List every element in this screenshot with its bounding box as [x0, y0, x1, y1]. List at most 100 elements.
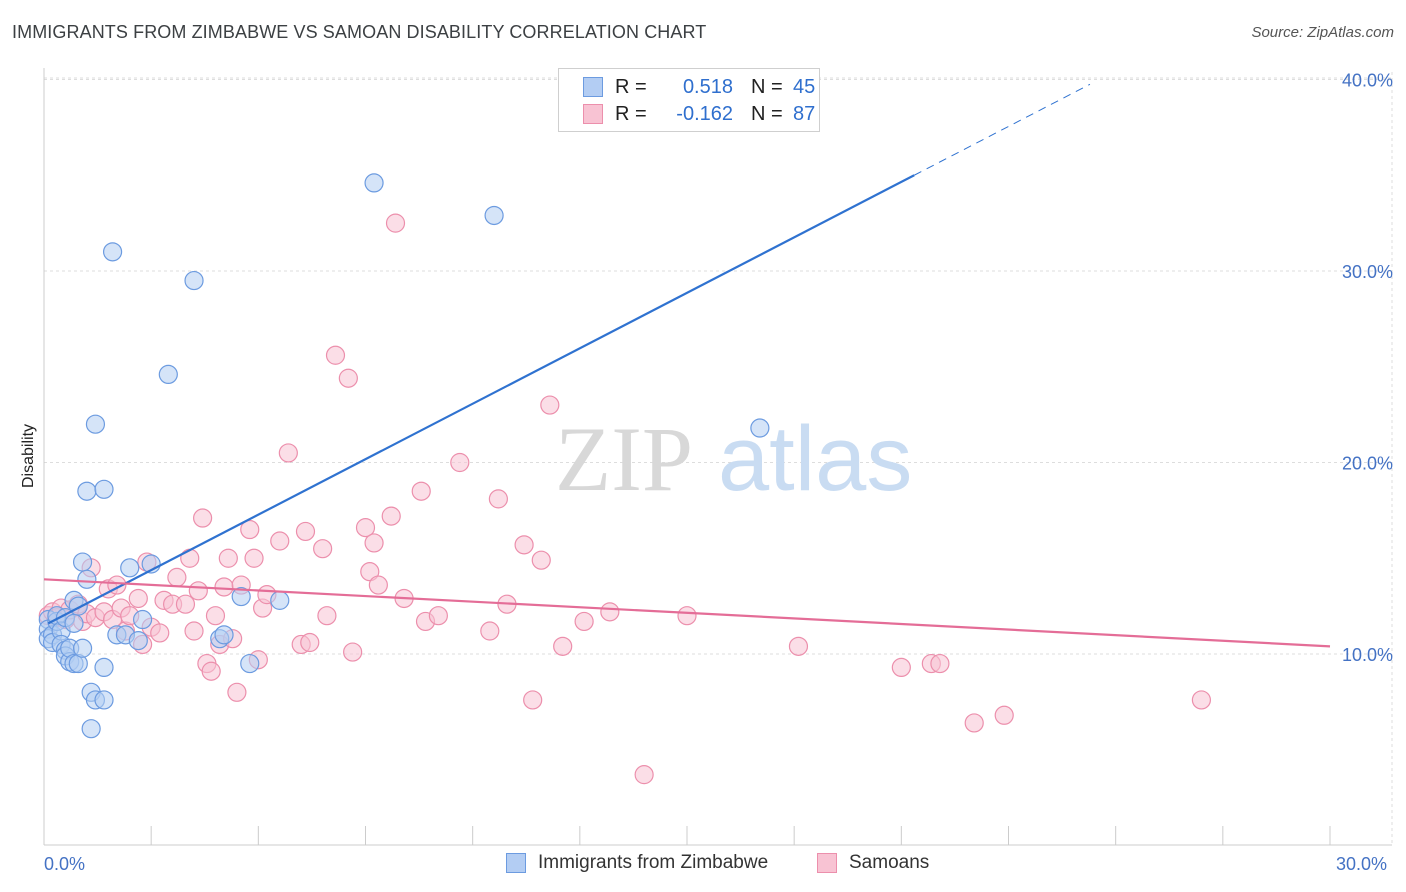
legend-r-label: R = [615, 102, 647, 125]
legend-r-label: R = [615, 75, 647, 98]
samoan-point [201, 661, 221, 681]
x-tick-max: 30.0% [1336, 854, 1387, 874]
zimbabwe-point [68, 596, 88, 616]
legend-n-label: N = [751, 75, 783, 98]
zimbabwe-point [364, 173, 384, 193]
zimbabwe-point [231, 586, 251, 607]
zimbabwe-point [94, 657, 114, 678]
y-tick-label: 10.0% [1342, 645, 1393, 665]
bottom-legend-zimbabwe: Immigrants from Zimbabwe [506, 852, 768, 874]
samoan-point [338, 368, 358, 388]
zimbabwe-trend-line [47, 174, 915, 625]
zimbabwe-point [214, 625, 234, 645]
samoan-point [368, 575, 388, 595]
zimbabwe-points [38, 173, 770, 739]
samoan-point [343, 642, 363, 662]
x-tick-min: 0.0% [44, 854, 85, 874]
zimbabwe-point [158, 364, 178, 385]
samoan-point [193, 508, 213, 528]
y-tick-label: 40.0% [1342, 71, 1393, 91]
samoan-point [184, 621, 204, 641]
samoan-point [514, 535, 534, 555]
zimbabwe-point [94, 479, 114, 499]
legend-r-value: 0.518 [682, 75, 733, 98]
y-tick-labels: 10.0% 20.0% 30.0% 40.0% [1342, 71, 1393, 666]
samoan-point [964, 713, 984, 733]
bottom-legend-swatch-blue [506, 853, 526, 873]
zimbabwe-point [72, 552, 93, 572]
samoan-point [278, 443, 298, 463]
samoan-point [295, 521, 316, 542]
samoan-point [205, 606, 226, 626]
samoan-point [634, 765, 654, 785]
zimbabwe-point [81, 719, 101, 739]
samoan-point [523, 690, 543, 710]
samoan-point [188, 581, 208, 601]
samoan-point [175, 594, 196, 614]
correlation-legend: R = 0.518 N = 45 R = -0.162 N = 87 [558, 68, 820, 132]
trend-lines [43, 83, 1331, 648]
samoan-point [240, 519, 260, 540]
zimbabwe-point [240, 653, 260, 674]
samoan-point [788, 636, 809, 656]
samoan-point [677, 606, 697, 626]
samoan-point [180, 548, 200, 568]
samoan-point [244, 548, 264, 568]
legend-n-value: 45 [793, 75, 816, 98]
zimbabwe-point [77, 481, 97, 501]
legend-n-value: 87 [793, 102, 816, 125]
source-label: Source: ZipAtlas.com [1251, 24, 1394, 41]
watermark-zip: ZIP [555, 408, 693, 510]
samoan-point [325, 345, 346, 365]
samoan-point [214, 577, 234, 597]
y-tick-label: 30.0% [1342, 262, 1393, 282]
zimbabwe-point [750, 418, 770, 438]
zimbabwe-point [94, 690, 114, 710]
samoan-point [385, 213, 406, 233]
legend-r-value: -0.162 [676, 102, 733, 125]
bottom-legend-samoan: Samoans [817, 852, 929, 874]
legend-swatch-pink [583, 104, 603, 124]
samoan-point [450, 452, 470, 473]
zimbabwe-point [484, 205, 504, 226]
zimbabwe-point [132, 609, 153, 630]
samoan-point [574, 611, 594, 632]
zimbabwe-point [270, 590, 290, 610]
samoan-point [428, 606, 448, 626]
samoan-point [128, 588, 148, 609]
samoan-point [540, 395, 560, 415]
samoan-point [300, 632, 320, 653]
y-tick-label: 20.0% [1342, 454, 1393, 474]
samoan-point [355, 518, 376, 538]
samoan-point [313, 539, 333, 559]
samoan-point [218, 548, 238, 568]
chart-title: IMMIGRANTS FROM ZIMBABWE VS SAMOAN DISAB… [12, 22, 707, 42]
samoan-point [270, 531, 290, 551]
samoan-point [994, 705, 1014, 725]
samoan-point [531, 550, 551, 570]
zimbabwe-point [128, 630, 148, 651]
y-axis-label: Disability [20, 424, 37, 488]
zimbabwe-point [72, 638, 93, 658]
samoan-point [364, 533, 384, 553]
samoan-point [150, 623, 170, 643]
samoan-point [553, 636, 573, 656]
zimbabwe-point [184, 270, 204, 291]
legend-row-zimbabwe: R = 0.518 N = 45 [583, 74, 815, 100]
legend-n-label: N = [751, 102, 783, 125]
samoan-point [600, 602, 620, 622]
samoan-point [1191, 690, 1212, 710]
samoan-point [480, 621, 500, 641]
zimbabwe-trend-extension [913, 83, 1091, 176]
zimbabwe-point [85, 414, 106, 434]
legend-swatch-blue [583, 77, 603, 97]
axes [43, 68, 1392, 846]
gridlines [44, 72, 1393, 845]
samoan-point [381, 506, 401, 526]
zimbabwe-point [64, 613, 84, 633]
samoan-point [930, 653, 950, 674]
samoan-point [167, 567, 187, 588]
samoan-point [891, 657, 911, 678]
samoan-trend-line [43, 578, 1331, 648]
